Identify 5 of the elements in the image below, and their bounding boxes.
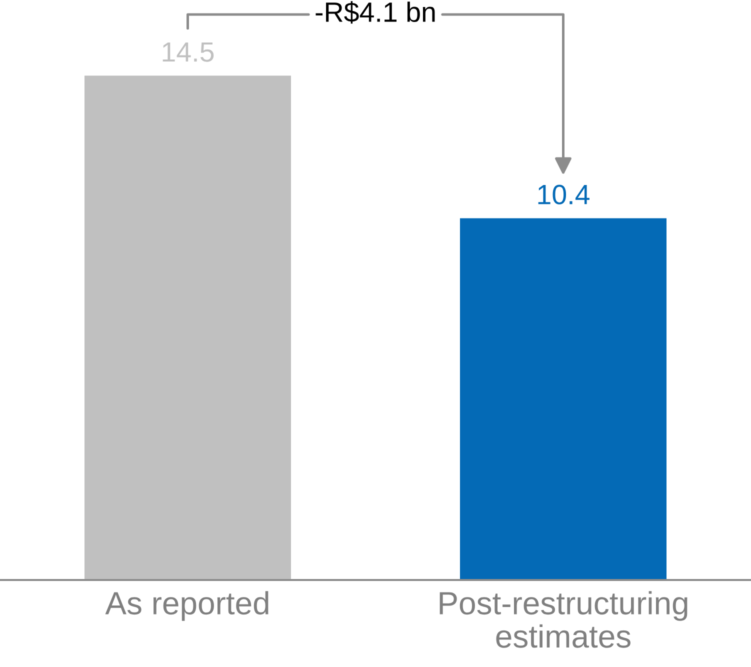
text: -R$4.1 bn [316,1,435,24]
data-label: 14.5 [162,42,214,62]
x-tick-label: Post-restructuring estimates [440,591,688,648]
x-tick-label: As reported [105,591,268,621]
data-label: 10.4 [538,184,590,204]
